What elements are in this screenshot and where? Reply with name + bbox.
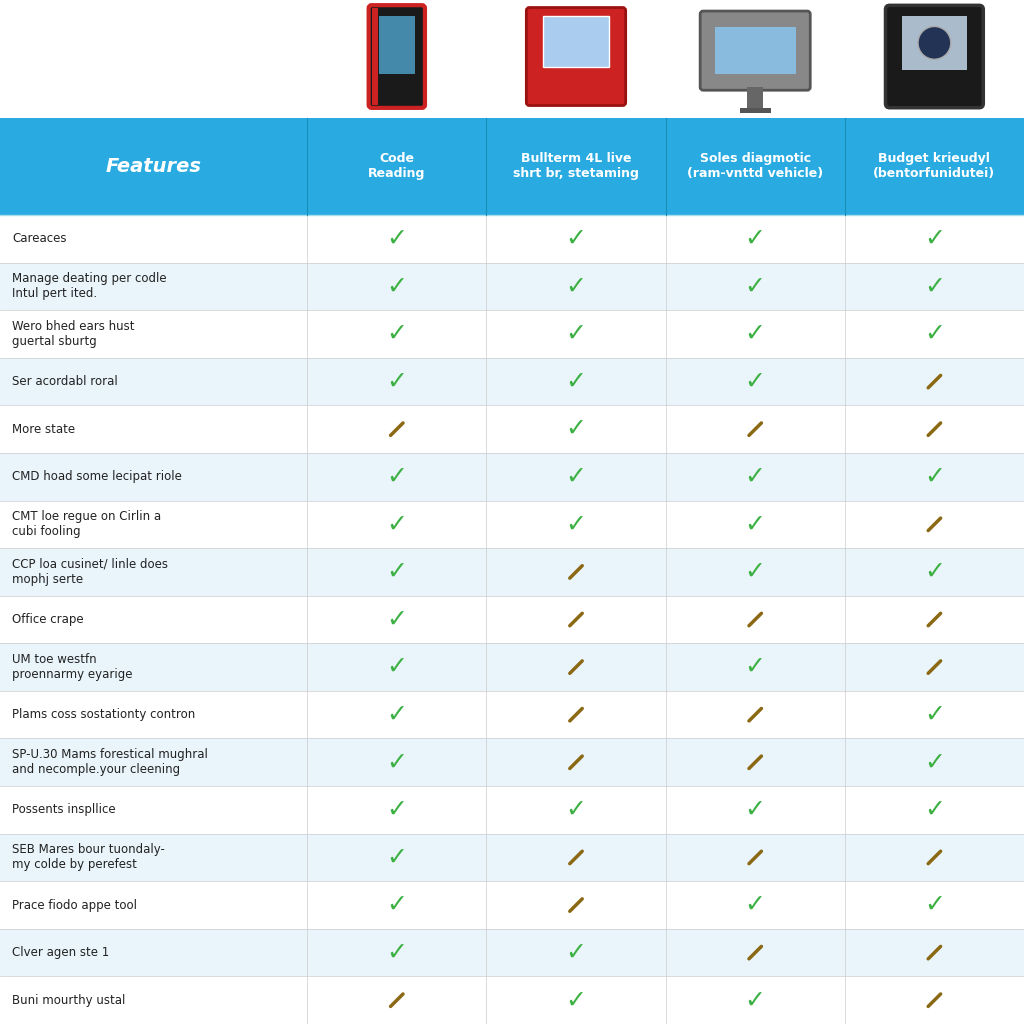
Text: Soles diagmotic
(ram-vnttd vehicle): Soles diagmotic (ram-vnttd vehicle) [687,153,823,180]
Bar [0,501,1024,548]
Text: ✓: ✓ [744,893,766,918]
Bar [0,118,1024,215]
FancyBboxPatch shape [526,7,626,105]
Text: ✓: ✓ [386,560,408,584]
Text: ✓: ✓ [924,227,945,251]
Text: ✓: ✓ [924,751,945,774]
Bar [544,16,608,67]
Bar [0,786,1024,834]
Text: Manage deating per codle
Intul pert ited.: Manage deating per codle Intul pert ited… [12,272,167,300]
Bar [0,262,1024,310]
Text: ✓: ✓ [744,655,766,679]
Bar [0,453,1024,501]
Text: Bullterm 4L live
shrt br, stetaming: Bullterm 4L live shrt br, stetaming [513,153,639,180]
Text: Office crape: Office crape [12,613,84,626]
Text: ✓: ✓ [924,274,945,298]
Text: ✓: ✓ [744,370,766,393]
Text: ✓: ✓ [924,322,945,346]
Bar [0,691,1024,738]
Text: CCP loa cusinet/ linle does
mophj serte: CCP loa cusinet/ linle does mophj serte [12,558,168,586]
Text: ✓: ✓ [744,798,766,822]
Text: ✓: ✓ [565,370,587,393]
Text: Ser acordabl roral: Ser acordabl roral [12,375,118,388]
Bar [0,643,1024,691]
Text: Possents inspllice: Possents inspllice [12,804,116,816]
Text: ✓: ✓ [924,893,945,918]
Text: ✓: ✓ [744,512,766,537]
Text: Prace fiodo appe tool: Prace fiodo appe tool [12,898,137,911]
Text: ✓: ✓ [386,607,408,632]
Bar [372,8,378,104]
Text: ✓: ✓ [924,798,945,822]
Text: Careaces: Careaces [12,232,67,246]
Text: More state: More state [12,423,76,435]
Text: ✓: ✓ [386,846,408,869]
Text: ✓: ✓ [744,465,766,488]
Text: ✓: ✓ [744,560,766,584]
Text: ✓: ✓ [386,227,408,251]
Text: ✓: ✓ [386,512,408,537]
Bar [0,357,1024,406]
Bar [0,310,1024,357]
Bar [0,929,1024,977]
Text: CMT loe regue on Cirlin a
cubi fooling: CMT loe regue on Cirlin a cubi fooling [12,510,162,539]
Text: ✓: ✓ [386,274,408,298]
Bar [715,27,796,74]
Text: ✓: ✓ [565,274,587,298]
Bar [0,406,1024,453]
Circle shape [918,27,951,59]
Text: Wero bhed ears hust
guertal sburtg: Wero bhed ears hust guertal sburtg [12,321,135,348]
Text: ✓: ✓ [386,941,408,965]
Text: ✓: ✓ [386,798,408,822]
Text: UM toe westfn
proennarmy eyarige: UM toe westfn proennarmy eyarige [12,653,133,681]
Text: ✓: ✓ [744,227,766,251]
Text: Code
Reading: Code Reading [368,153,426,180]
Text: Budget krieudyl
(bentorfunidutei): Budget krieudyl (bentorfunidutei) [873,153,995,180]
Text: ✓: ✓ [744,988,766,1012]
Text: Plams coss sostationty contron: Plams coss sostationty contron [12,709,196,721]
Text: Clver agen ste 1: Clver agen ste 1 [12,946,110,959]
Text: ✓: ✓ [565,512,587,537]
FancyBboxPatch shape [369,5,425,108]
Text: ✓: ✓ [924,560,945,584]
Text: ✓: ✓ [386,465,408,488]
Bar [0,882,1024,929]
Text: ✓: ✓ [924,465,945,488]
Bar [0,977,1024,1024]
Text: ✓: ✓ [744,274,766,298]
Text: ✓: ✓ [386,370,408,393]
Bar [0,738,1024,786]
Text: ✓: ✓ [565,465,587,488]
Bar [379,16,415,74]
Text: ✓: ✓ [565,322,587,346]
Text: ✓: ✓ [386,322,408,346]
Text: ✓: ✓ [386,751,408,774]
Text: ✓: ✓ [565,941,587,965]
Text: ✓: ✓ [744,322,766,346]
Bar [0,215,1024,262]
Bar [0,548,1024,596]
FancyBboxPatch shape [886,5,983,108]
Text: ✓: ✓ [565,417,587,441]
Bar [902,15,967,71]
Text: Buni mourthy ustal: Buni mourthy ustal [12,993,126,1007]
Bar [0,0,1024,118]
Text: Features: Features [105,157,202,176]
Text: ✓: ✓ [565,227,587,251]
Text: CMD hoad some lecipat riole: CMD hoad some lecipat riole [12,470,182,483]
Text: ✓: ✓ [386,655,408,679]
Bar [0,834,1024,882]
Text: ✓: ✓ [386,893,408,918]
Bar [0,596,1024,643]
Bar [748,87,763,109]
Text: SEB Mares bour tuondaly-
my colde by perefest: SEB Mares bour tuondaly- my colde by per… [12,844,165,871]
Text: ✓: ✓ [565,988,587,1012]
Text: ✓: ✓ [386,702,408,727]
Text: SP-U.30 Mams forestical mughral
and necomple.your cleening: SP-U.30 Mams forestical mughral and neco… [12,749,208,776]
FancyBboxPatch shape [700,11,810,90]
Text: ✓: ✓ [565,798,587,822]
Text: ✓: ✓ [924,702,945,727]
Bar [739,109,771,114]
